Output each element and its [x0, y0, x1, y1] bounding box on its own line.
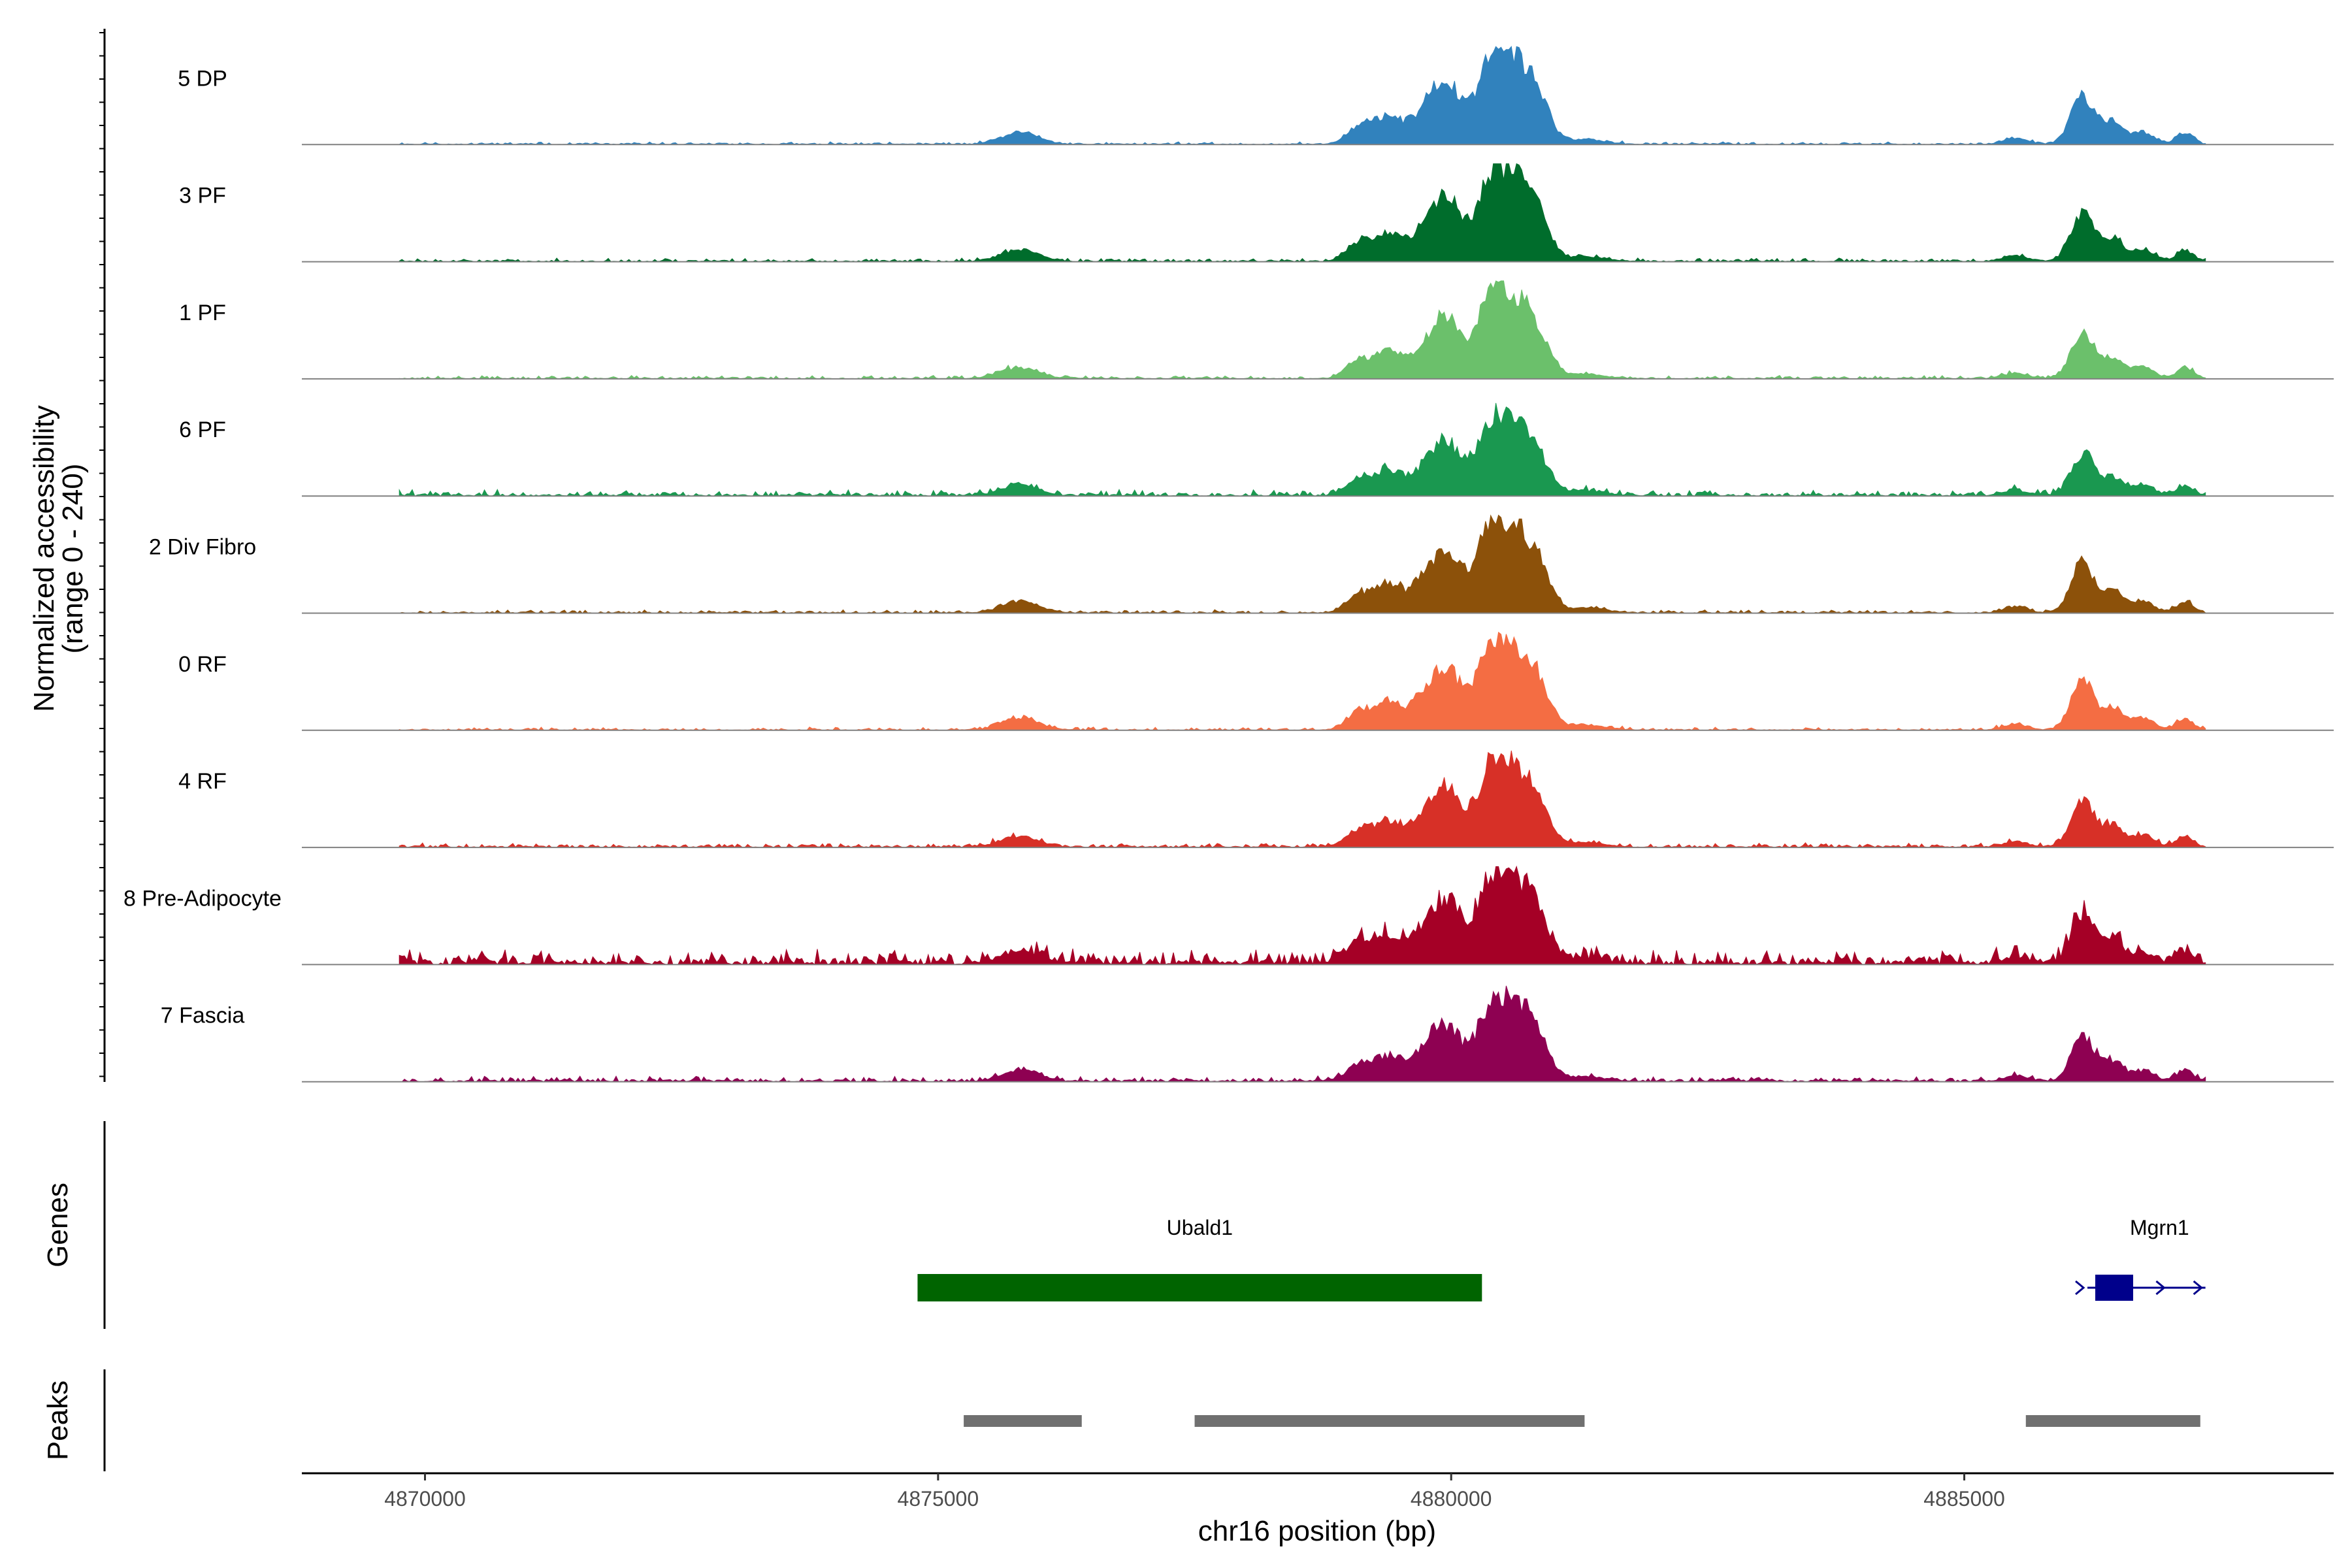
track-label: 0 RF	[178, 652, 227, 677]
coverage-track: 3 PF	[179, 163, 2334, 263]
y-axis-title-line-1: Normalized accessibility	[28, 405, 60, 711]
coverage-track: 0 RF	[178, 631, 2334, 731]
genes-panel: Genes Ubald1 Mgrn1	[42, 1121, 2206, 1329]
track-label: 1 PF	[179, 301, 226, 325]
strand-arrow	[2075, 1280, 2085, 1296]
coverage-area-5-dp	[399, 46, 2206, 145]
strand-arrow	[2193, 1280, 2204, 1296]
track-label: 8 Pre-Adipocyte	[123, 886, 282, 911]
gene-name: Ubald1	[1167, 1216, 1233, 1239]
coverage-area-6-pf	[399, 402, 2206, 497]
coverage-left-axis	[99, 29, 106, 1082]
gene-model: Ubald1	[917, 1216, 1482, 1301]
y-axis-title-line-2: (range 0 - 240)	[57, 463, 89, 653]
x-ticks: 4870000 4875000 4880000 4885000	[384, 1473, 2005, 1511]
track-label: 6 PF	[179, 417, 226, 442]
peak-region	[2025, 1415, 2200, 1427]
peaks-panel-label: Peaks	[42, 1380, 74, 1460]
coverage-track: 5 DP	[178, 46, 2334, 146]
genes-panel-label: Genes	[42, 1183, 74, 1267]
coverage-track: 2 Div Fibro	[149, 514, 2334, 614]
x-tick-label: 4885000	[1923, 1487, 2005, 1511]
coverage-track: 4 RF	[178, 750, 2334, 849]
gene-model: Mgrn1	[2075, 1216, 2206, 1301]
coverage-track: 8 Pre-Adipocyte	[123, 865, 2334, 966]
peak-region	[1194, 1415, 1585, 1427]
coverage-area-1-pf	[399, 280, 2206, 380]
x-tick-label: 4880000	[1411, 1487, 1492, 1511]
x-axis-title: chr16 position (bp)	[1198, 1515, 1436, 1547]
coverage-area-4-rf	[399, 750, 2206, 848]
coverage-area-3-pf	[399, 163, 2206, 263]
coverage-area-0-rf	[399, 631, 2206, 731]
track-label: 3 PF	[179, 184, 226, 208]
peak-features	[964, 1415, 2200, 1427]
coverage-area-7-fascia	[399, 985, 2206, 1083]
gene-features: Ubald1 Mgrn1	[917, 1216, 2206, 1301]
coverage-track: 6 PF	[179, 402, 2334, 497]
gene-name: Mgrn1	[2130, 1216, 2189, 1239]
y-axis-title: Normalized accessibility (range 0 - 240)	[28, 405, 89, 711]
x-tick-label: 4870000	[384, 1487, 466, 1511]
coverage-track: 7 Fascia	[161, 985, 2334, 1083]
coverage-tracks: 5 DP 3 PF 1 PF 6 PF 2 Div Fibro 0 RF 4 RF 8 Pre…	[123, 46, 2334, 1083]
gene-exon-block	[2095, 1275, 2134, 1301]
coverage-track: 1 PF	[179, 280, 2334, 380]
x-tick-label: 4875000	[898, 1487, 979, 1511]
peaks-panel: Peaks	[42, 1369, 2200, 1471]
track-label: 7 Fascia	[161, 1004, 245, 1028]
coverage-area-2-div-fibro	[399, 514, 2206, 614]
coverage-area-8-pre-adipocyte	[399, 865, 2206, 966]
strand-arrow	[2155, 1280, 2166, 1296]
peak-region	[964, 1415, 1082, 1427]
x-axis: 4870000 4875000 4880000 4885000 chr16 posit…	[302, 1472, 2334, 1547]
gene-exon-block	[917, 1274, 1482, 1301]
track-label: 4 RF	[178, 769, 227, 794]
track-label: 2 Div Fibro	[149, 535, 256, 560]
track-label: 5 DP	[178, 66, 227, 91]
